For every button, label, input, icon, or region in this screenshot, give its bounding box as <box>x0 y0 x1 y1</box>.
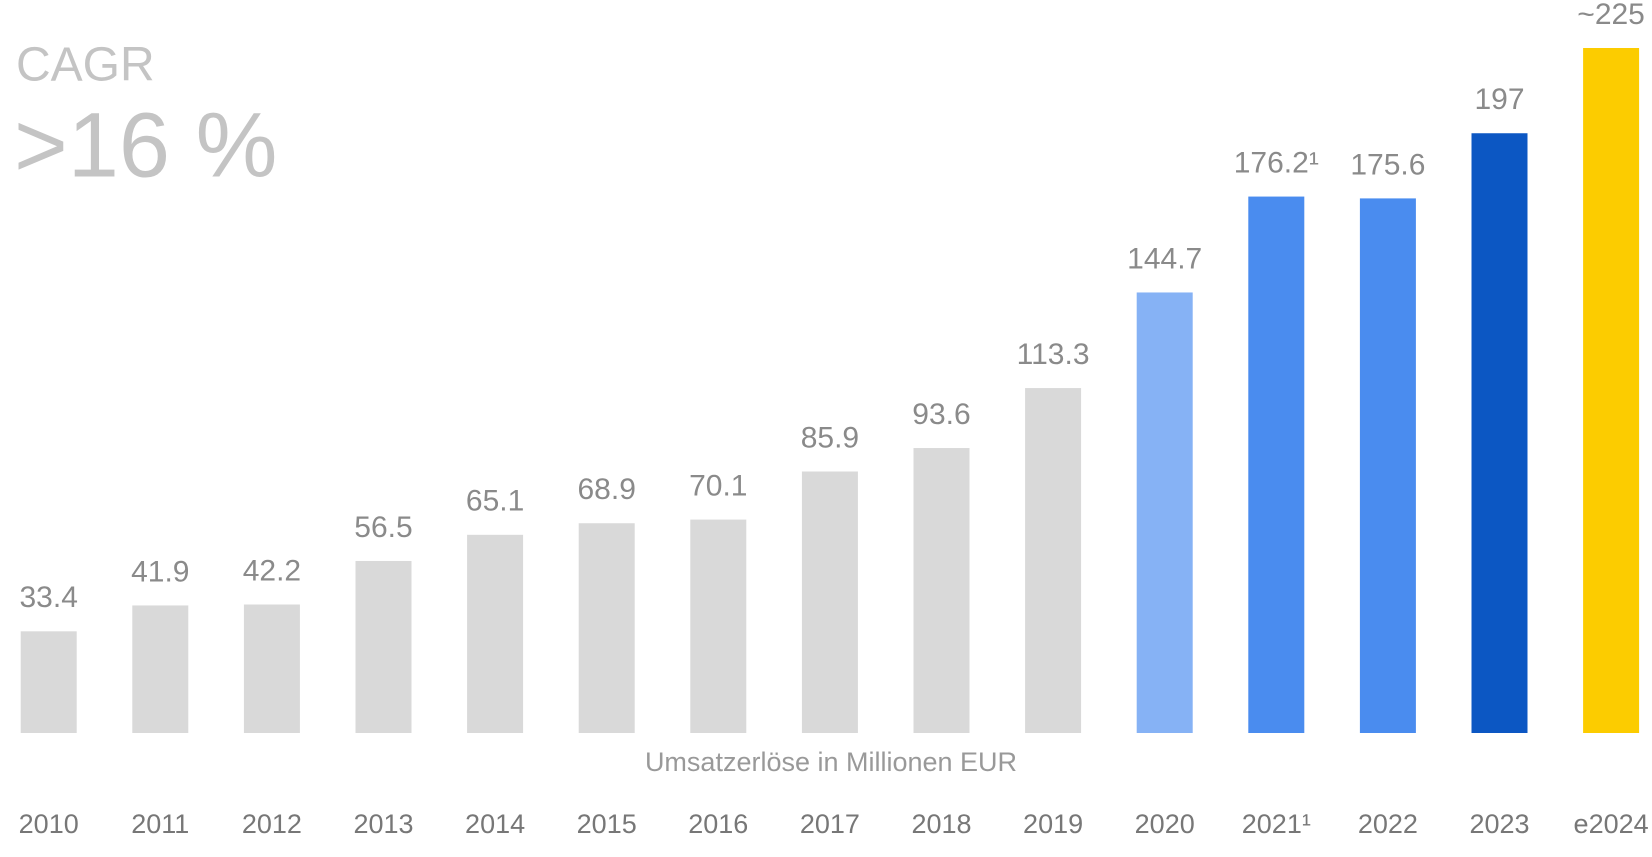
x-tick-label: 2020 <box>1135 809 1195 839</box>
bar <box>578 523 635 733</box>
bar <box>20 631 77 733</box>
x-tick-label: 2019 <box>1023 809 1083 839</box>
x-tick-label: 2022 <box>1358 809 1418 839</box>
bar <box>1248 196 1305 733</box>
bar <box>132 605 189 733</box>
x-axis-label: Umsatzerlöse in Millionen EUR <box>645 747 1017 777</box>
value-label: 70.1 <box>689 470 747 503</box>
value-label: 144.7 <box>1127 242 1202 275</box>
bar <box>355 560 412 733</box>
x-tick-label: 2023 <box>1469 809 1529 839</box>
value-label: 41.9 <box>131 555 189 588</box>
bar <box>801 471 858 733</box>
x-tick-label: 2017 <box>800 809 860 839</box>
bar <box>1471 133 1528 733</box>
x-tick-label: 2021¹ <box>1242 809 1311 839</box>
value-label: 56.5 <box>354 511 412 544</box>
bar <box>913 448 970 733</box>
x-tick-label: 2016 <box>688 809 748 839</box>
x-tick-label: 2012 <box>242 809 302 839</box>
bar <box>467 534 524 733</box>
x-tick-label: e2024 <box>1574 809 1649 839</box>
value-label: 197 <box>1474 83 1524 116</box>
value-label: 33.4 <box>20 581 78 614</box>
bar <box>1359 198 1416 733</box>
value-label: ~225 <box>1577 0 1645 31</box>
x-tick-label: 2015 <box>577 809 637 839</box>
headline: CAGR <box>16 39 155 92</box>
value-label: 65.1 <box>466 485 524 518</box>
bar <box>1583 48 1640 733</box>
value-label: 113.3 <box>1017 338 1090 371</box>
x-tick-label: 2013 <box>353 809 413 839</box>
bar <box>1025 388 1082 733</box>
value-label: 42.2 <box>243 554 301 587</box>
bar <box>243 604 300 733</box>
value-label: 68.9 <box>578 473 636 506</box>
value-label: 175.6 <box>1350 148 1425 181</box>
bar <box>690 519 747 733</box>
headline-value: >16 % <box>14 94 277 196</box>
x-tick-label: 2010 <box>19 809 79 839</box>
value-label: 93.6 <box>912 398 970 431</box>
x-tick-label: 2014 <box>465 809 525 839</box>
bar <box>1136 292 1193 733</box>
x-tick-label: 2011 <box>131 809 189 839</box>
x-tick-label: 2018 <box>911 809 971 839</box>
value-label: 85.9 <box>801 421 859 454</box>
value-label: 176.2¹ <box>1234 146 1319 179</box>
